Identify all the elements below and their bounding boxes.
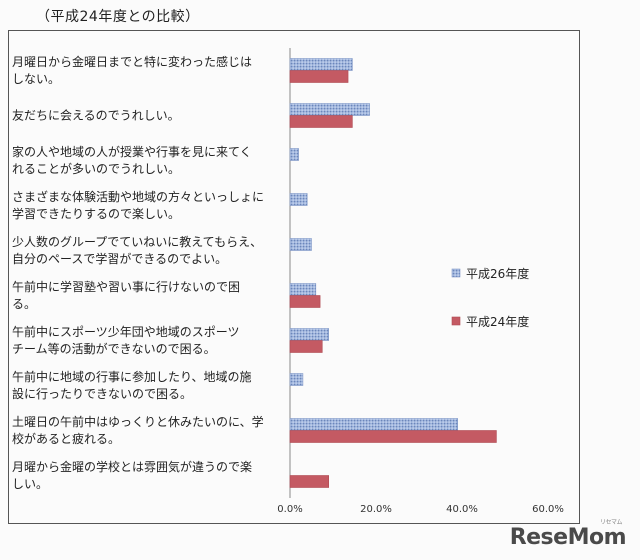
legend-swatch	[451, 268, 461, 278]
category-label: 午前中にスポーツ少年団や地域のスポーツ	[12, 324, 240, 339]
category-label: 午前中に学習塾や習い事に行けないので困	[12, 279, 240, 294]
legend-label: 平成24年度	[466, 314, 529, 329]
legend-label: 平成26年度	[466, 266, 529, 281]
bar-h26	[289, 148, 299, 161]
logo-subtext: リセマム	[599, 519, 623, 526]
category-label: 土曜日の午前中はゆっくりと休みたいのに、学	[12, 414, 264, 429]
logo-text: ReseMom	[509, 525, 627, 550]
category-label: 校があると疲れる。	[12, 431, 120, 446]
category-label: しない。	[12, 72, 60, 86]
x-tick-label: 60.0%	[532, 504, 564, 515]
bar-h24	[289, 115, 353, 128]
category-label: 友だちに会えるのでうれしい。	[12, 109, 180, 123]
chart-subtitle: （平成24年度との比較）	[36, 9, 200, 25]
bar-h26	[289, 193, 308, 206]
legend-swatch	[451, 316, 461, 326]
bar-h24	[289, 340, 323, 353]
category-label: 月曜日から金曜日までと特に変わった感じは	[12, 54, 252, 69]
category-label: さまざまな体験活動や地域の方々といっしょに	[12, 189, 264, 204]
x-tick-label: 20.0%	[360, 504, 392, 515]
x-tick-label: 0.0%	[277, 504, 302, 515]
bar-h24	[289, 430, 497, 443]
bar-h26	[289, 373, 304, 386]
chart-frame	[8, 30, 580, 524]
bar-h26	[289, 103, 370, 116]
bar-h26	[289, 58, 353, 71]
bar-h26	[289, 418, 458, 431]
bar-h24	[289, 475, 330, 488]
category-label: チーム等の活動ができないので困る。	[12, 341, 216, 356]
category-label: 学習できたりするので楽しい。	[12, 206, 180, 221]
resemom-logo: ReseMom リセマム	[509, 519, 627, 550]
category-label: 設に行ったりできないので困る。	[12, 386, 192, 401]
category-label: 月曜から金曜の学校とは雰囲気が違うので楽	[12, 459, 252, 474]
category-label: 家の人や地域の人が授業や行事を見に来てく	[12, 144, 252, 159]
category-label: 自分のペースで学習ができるのでよい。	[12, 251, 227, 266]
bar-h26	[289, 238, 312, 251]
category-label: しい。	[12, 477, 48, 491]
bar-h26	[289, 283, 317, 296]
bar-h26	[289, 328, 330, 341]
bar-h24	[289, 295, 321, 308]
x-tick-label: 40.0%	[446, 504, 478, 515]
category-label: る。	[12, 297, 36, 311]
category-label: 午前中に地域の行事に参加したり、地域の施	[12, 369, 252, 384]
bar-h24	[289, 70, 349, 83]
category-label: れることが多いのでうれしい。	[12, 161, 180, 176]
category-label: 少人数のグループでていねいに教えてもらえ、	[12, 234, 262, 249]
